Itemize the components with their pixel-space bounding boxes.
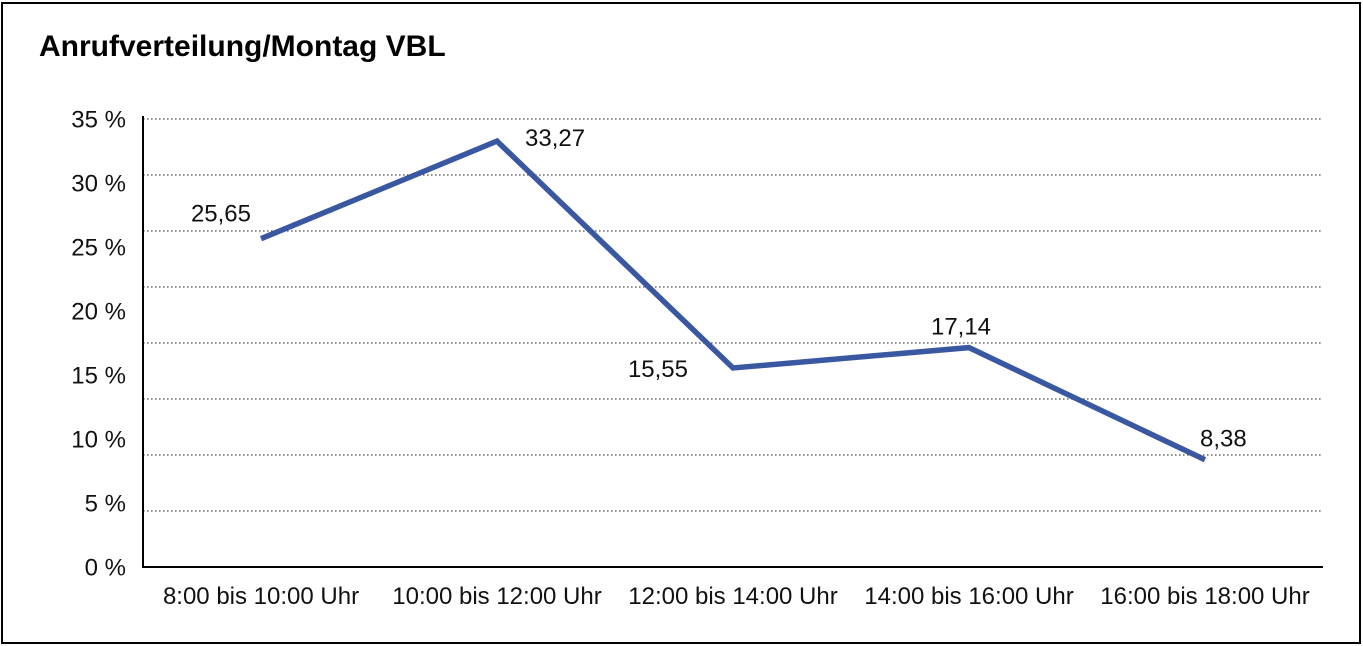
y-tick-label: 15 % [71,363,126,390]
x-tick-label: 14:00 bis 16:00 Uhr [864,583,1073,610]
y-tick-label: 35 % [71,107,126,134]
chart-title: Anrufverteilung/Montag VBL [39,30,446,63]
data-label: 17,14 [931,314,991,341]
y-tick-label: 20 % [71,299,126,326]
y-tick-label: 5 % [85,491,126,518]
x-tick-label: 8:00 bis 10:00 Uhr [163,583,359,610]
data-label: 25,65 [191,201,251,228]
data-label: 33,27 [525,125,585,152]
data-label: 15,55 [628,356,688,383]
y-tick-label: 10 % [71,427,126,454]
y-tick-label: 0 % [85,555,126,582]
data-label: 8,38 [1200,426,1247,453]
series-line [259,137,1207,463]
x-tick-label: 12:00 bis 14:00 Uhr [628,583,837,610]
y-tick-label: 25 % [71,235,126,262]
x-tick-label: 10:00 bis 12:00 Uhr [392,583,601,610]
x-tick-label: 16:00 bis 18:00 Uhr [1100,583,1309,610]
y-tick-label: 30 % [71,171,126,198]
